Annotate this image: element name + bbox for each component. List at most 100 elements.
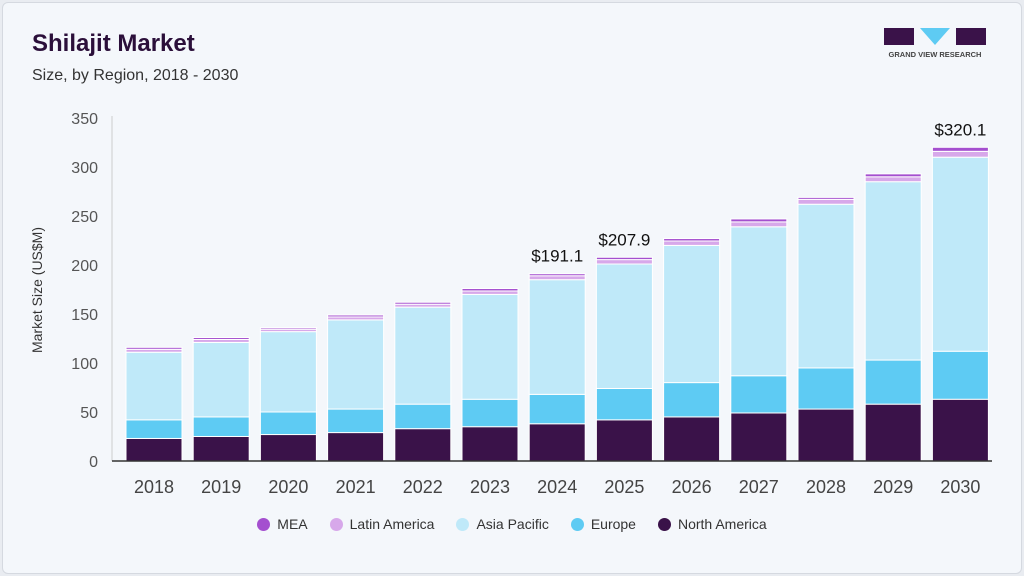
x-tick-label: 2022 — [403, 477, 443, 497]
y-tick-label: 0 — [89, 454, 98, 471]
y-tick-label: 100 — [71, 356, 98, 373]
bar-segment-latin-america — [730, 221, 788, 228]
bar-segment-north-america — [730, 412, 788, 462]
bar-segment-europe — [864, 359, 922, 405]
bar-segment-europe — [259, 411, 317, 436]
bar-segment-europe — [461, 398, 519, 428]
y-axis-label: Market Size (US$M) — [29, 227, 45, 353]
bar-segment-asia-pacific — [797, 203, 855, 369]
bar-segment-asia-pacific — [528, 279, 586, 395]
y-tick-label: 50 — [80, 405, 98, 422]
bar-segment-mea — [797, 196, 855, 200]
x-tick-label: 2025 — [604, 477, 644, 497]
bar-segment-mea — [864, 173, 922, 178]
y-tick-label: 150 — [71, 307, 98, 324]
bar-segment-europe — [528, 393, 586, 425]
x-tick-label: 2019 — [201, 477, 241, 497]
bar-segment-latin-america — [663, 240, 721, 246]
bar-segment-latin-america — [797, 198, 855, 205]
legend: MEA Latin America Asia Pacific Europe North … — [0, 516, 1024, 532]
bar-segment-asia-pacific — [864, 181, 922, 361]
total-label: $191.1 — [531, 247, 583, 266]
y-tick-label: 300 — [71, 160, 98, 177]
bar-segment-mea — [192, 337, 250, 340]
bar-segment-mea — [528, 273, 586, 277]
y-tick-label: 350 — [71, 111, 98, 128]
bar-segment-mea — [259, 327, 317, 330]
legend-item[interactable]: Europe — [570, 516, 636, 532]
bar-segment-europe — [327, 408, 385, 434]
bar-segment-asia-pacific — [394, 306, 452, 405]
bar-segment-asia-pacific — [125, 351, 183, 421]
bar-segment-europe — [730, 375, 788, 414]
legend-swatch — [257, 517, 271, 531]
bar-segment-asia-pacific — [192, 341, 250, 418]
bar-segment-mea — [327, 314, 385, 318]
x-tick-label: 2023 — [470, 477, 510, 497]
bar-segment-mea — [931, 146, 989, 152]
x-tick-label: 2020 — [268, 477, 308, 497]
x-tick-label: 2030 — [940, 477, 980, 497]
bar-segment-europe — [595, 387, 653, 421]
svg-text:GRAND VIEW RESEARCH: GRAND VIEW RESEARCH — [889, 50, 982, 59]
bar-segment-mea — [125, 346, 183, 350]
bar-segment-north-america — [125, 437, 183, 462]
bar-segment-asia-pacific — [327, 319, 385, 410]
bar-segment-latin-america — [864, 176, 922, 183]
x-tick-label: 2021 — [336, 477, 376, 497]
bar-segment-europe — [125, 419, 183, 439]
bar-segment-mea — [730, 218, 788, 223]
x-tick-label: 2027 — [739, 477, 779, 497]
bar-segment-latin-america — [528, 275, 586, 281]
bar-segment-north-america — [931, 398, 989, 462]
bar-segment-north-america — [595, 419, 653, 462]
legend-item[interactable]: North America — [657, 516, 767, 532]
chart-subtitle: Size, by Region, 2018 - 2030 — [32, 67, 239, 84]
bar-segment-europe — [797, 367, 855, 410]
legend-label: Asia Pacific — [476, 516, 549, 532]
bar-segment-asia-pacific — [730, 226, 788, 377]
bar-segment-europe — [394, 403, 452, 430]
bar-segment-latin-america — [931, 150, 989, 158]
y-tick-label: 200 — [71, 258, 98, 275]
total-label: $320.1 — [934, 120, 986, 139]
bar-segment-europe — [663, 382, 721, 418]
bar-segment-asia-pacific — [663, 244, 721, 384]
legend-item[interactable]: MEA — [257, 516, 308, 532]
bar-segment-north-america — [797, 408, 855, 462]
bar-segment-north-america — [864, 403, 922, 462]
bar-segment-asia-pacific — [595, 263, 653, 389]
legend-swatch — [456, 517, 470, 531]
bar-segment-north-america — [192, 436, 250, 462]
bar-segment-north-america — [663, 416, 721, 462]
x-tick-label: 2026 — [672, 477, 712, 497]
bar-segment-north-america — [461, 426, 519, 462]
x-tick-label: 2018 — [134, 477, 174, 497]
bar-segment-mea — [394, 301, 452, 305]
bar-segment-asia-pacific — [259, 331, 317, 413]
bar-segment-europe — [192, 416, 250, 437]
legend-label: Europe — [590, 516, 636, 532]
legend-item[interactable]: Latin America — [329, 516, 434, 532]
legend-label: MEA — [277, 516, 308, 532]
legend-swatch — [329, 517, 343, 531]
bar-segment-latin-america — [595, 259, 653, 265]
bar-segment-mea — [663, 238, 721, 242]
y-tick-label: 250 — [71, 209, 98, 226]
bar-segment-north-america — [528, 423, 586, 462]
bar-segment-asia-pacific — [931, 156, 989, 352]
bar-segment-north-america — [394, 428, 452, 462]
grand-view-research-logo: GRAND VIEW RESEARCH — [884, 28, 986, 59]
x-tick-label: 2024 — [537, 477, 577, 497]
x-tick-label: 2028 — [806, 477, 846, 497]
chart-title: Shilajit Market — [32, 30, 195, 57]
bar-segment-north-america — [259, 434, 317, 462]
legend-swatch — [657, 517, 671, 531]
bar-segment-mea — [461, 288, 519, 292]
legend-item[interactable]: Asia Pacific — [456, 516, 549, 532]
bar-segment-europe — [931, 350, 989, 400]
x-tick-label: 2029 — [873, 477, 913, 497]
bar-segment-north-america — [327, 432, 385, 462]
legend-label: North America — [677, 516, 767, 532]
